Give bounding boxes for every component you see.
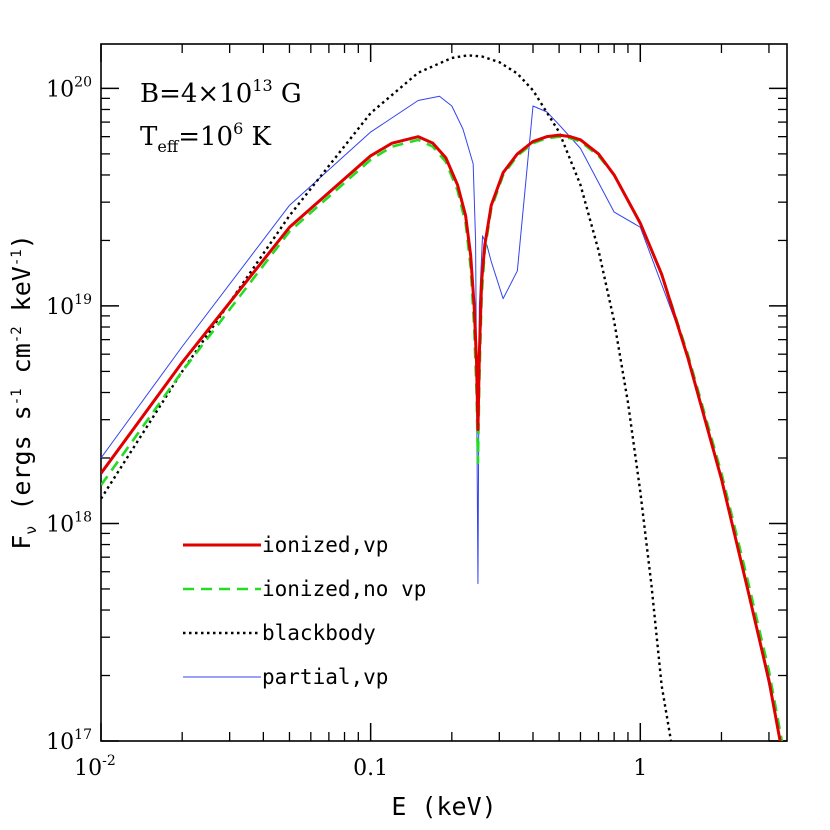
annotation-teff-mid: =10 <box>178 122 233 152</box>
annotation-teff-post: K <box>243 122 271 152</box>
series-line-blackbody <box>101 54 673 741</box>
series-line-ionized-no-vp <box>101 135 784 741</box>
x-tick-label: 1 <box>633 756 647 781</box>
y-axis-title-mid: cm <box>7 343 36 388</box>
series-line-ionized-vp <box>101 133 782 741</box>
y-axis-title-main: F <box>7 535 36 550</box>
annotation-field-exp: 13 <box>252 76 272 95</box>
legend: ionized,vp ionized,no vp blackbody partial,… <box>183 533 426 689</box>
x-tick-label-base: 1 <box>633 756 647 781</box>
y-axis-title-exp2: -2 <box>9 326 25 343</box>
x-tick-label-exp: -2 <box>102 753 116 769</box>
annotation-teff-sub: eff <box>157 137 179 156</box>
y-tick-label-base: 10 <box>46 295 74 320</box>
y-axis-title-sub: ν <box>22 526 40 535</box>
legend-label: ionized,vp <box>262 533 388 557</box>
y-tick-label-base: 10 <box>46 730 74 755</box>
annotation-field-post: G <box>273 79 302 109</box>
x-tick-label-base: 10 <box>74 756 102 781</box>
y-tick-label-exp: 20 <box>74 74 92 90</box>
annotation-field: B=4×1013 G <box>140 76 302 109</box>
legend-label: blackbody <box>262 621 376 645</box>
x-tick-label-base: 0.1 <box>353 756 388 781</box>
legend-label: ionized,no vp <box>262 577 426 601</box>
y-axis-title-exp1: -1 <box>9 388 25 405</box>
y-tick-label-exp: 19 <box>74 292 92 308</box>
y-tick-label: 1018 <box>46 509 92 537</box>
annotation-teff-exp: 6 <box>233 119 243 138</box>
x-axis-title: E (keV) <box>391 792 496 821</box>
annotation-teff-pre: T <box>140 122 158 152</box>
major-ticks <box>100 44 787 742</box>
y-axis-title-exp3: -1 <box>9 249 25 266</box>
y-axis-title: Fν (ergs s-1 cm-2 keV-1) <box>7 234 40 550</box>
series-group <box>101 54 784 741</box>
minor-ticks <box>101 44 787 741</box>
y-tick-label-exp: 18 <box>74 509 92 525</box>
annotation-teff: Teff=106 K <box>140 119 272 156</box>
y-tick-label: 1019 <box>46 292 92 320</box>
y-axis-title-units-open: (ergs s <box>7 405 36 525</box>
y-tick-label: 1020 <box>46 74 92 102</box>
annotation-field-pre: B=4×10 <box>140 79 252 109</box>
legend-label: partial,vp <box>262 665 388 689</box>
y-axis-title-close: ) <box>7 234 36 249</box>
y-tick-label-base: 10 <box>46 77 74 102</box>
y-tick-label-exp: 17 <box>74 727 92 743</box>
x-tick-label: 10-2 <box>74 753 116 781</box>
y-tick-label-base: 10 <box>46 512 74 537</box>
x-tick-label: 0.1 <box>353 756 388 781</box>
y-axis-title-mid2: keV <box>7 266 36 326</box>
y-tick-label: 1017 <box>46 727 92 755</box>
x-tick-labels: 10-2 0.1 1 <box>74 753 647 781</box>
series-line-partial-vp <box>101 95 781 741</box>
